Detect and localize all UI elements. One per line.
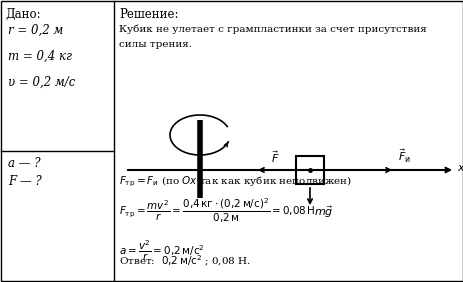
Text: $F_{\rm тр} = F_{\rm и}$ (по $Ox$ так как кубик неподвижен): $F_{\rm тр} = F_{\rm и}$ (по $Ox$ так ка…	[119, 175, 351, 190]
Text: $m\vec{g}$: $m\vec{g}$	[313, 204, 333, 220]
Text: $\vec{F}_{\rm и}$: $\vec{F}_{\rm и}$	[397, 147, 410, 165]
Text: F — ?: F — ?	[8, 175, 42, 188]
Bar	[295, 156, 323, 184]
Text: силы трения.: силы трения.	[119, 40, 192, 49]
Text: $a = \dfrac{v^2}{r} = 0{,}2\,\rm м/с^2$: $a = \dfrac{v^2}{r} = 0{,}2\,\rm м/с^2$	[119, 239, 204, 263]
Text: r = 0,2 м: r = 0,2 м	[8, 24, 63, 37]
Text: Решение:: Решение:	[119, 8, 178, 21]
Text: $x$: $x$	[456, 163, 463, 173]
Text: $F_{\rm тр} = \dfrac{mv^2}{r} = \dfrac{0{,}4\,\rm кг\cdot(0{,}2\,м/с)^2}{0{,}2\,: $F_{\rm тр} = \dfrac{mv^2}{r} = \dfrac{0…	[119, 197, 315, 225]
Text: a — ?: a — ?	[8, 157, 40, 170]
Text: Дано:: Дано:	[5, 8, 41, 21]
Text: m = 0,4 кг: m = 0,4 кг	[8, 50, 72, 63]
Text: Ответ:  $0{,}2\,\rm м/с^2$ ; 0,08 Н.: Ответ: $0{,}2\,\rm м/с^2$ ; 0,08 Н.	[119, 253, 250, 268]
Text: Кубик не улетает с грампластинки за счет присутствия: Кубик не улетает с грампластинки за счет…	[119, 24, 426, 34]
Text: υ = 0,2 м/с: υ = 0,2 м/с	[8, 76, 75, 89]
Text: $\vec{F}$: $\vec{F}$	[270, 149, 279, 165]
